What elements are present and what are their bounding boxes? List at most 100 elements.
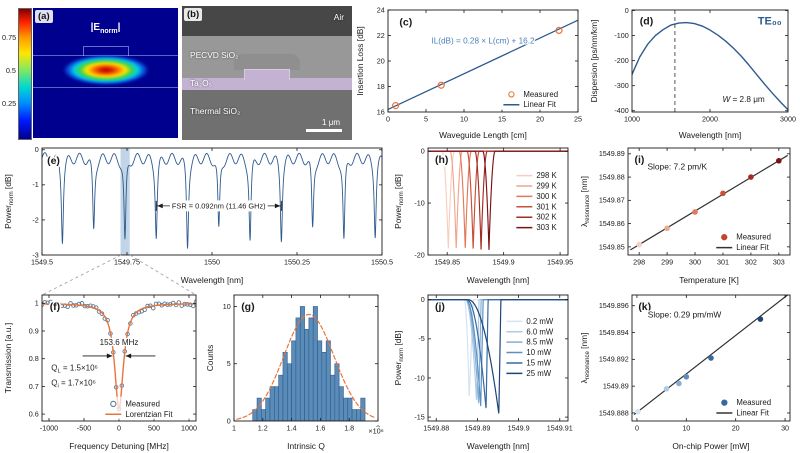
svg-text:300: 300 <box>689 257 701 266</box>
svg-text:Counts: Counts <box>205 345 215 372</box>
svg-text:1549.89: 1549.89 <box>599 149 625 158</box>
svg-text:-5: -5 <box>418 334 424 343</box>
intrinsic-q-histogram: 1 1.2 1.4 1.6 1.8 2 0 5 10 Intrinsic Q Counts (g) ×1… <box>205 294 385 451</box>
colorbar-tick: 0.5 <box>5 66 16 75</box>
svg-text:0: 0 <box>35 145 39 154</box>
power-resonance-chart: 1549.88 1549.89 1549.9 1549.91 0 -5 -10 -15 Wave… <box>393 294 573 451</box>
svg-text:10: 10 <box>460 114 468 123</box>
svg-text:153.6 MHz: 153.6 MHz <box>100 338 139 347</box>
ta2o5-label: Ta₂O₅ <box>190 78 212 88</box>
lorentzian-fit-chart: -1000 -500 0 500 1000 0.6 0.7 0.8 0.9 1 Frequency … <box>3 294 197 451</box>
svg-text:1549.9: 1549.9 <box>508 423 530 432</box>
pecvd-label: PECVD SiO₂ <box>190 50 239 60</box>
svg-text:Lorentzian Fit: Lorentzian Fit <box>125 410 173 419</box>
svg-text:Measured: Measured <box>523 90 558 99</box>
svg-text:1549.892: 1549.892 <box>599 355 629 364</box>
svg-text:Insertion Loss [dB]: Insertion Loss [dB] <box>355 26 365 95</box>
svg-text:10: 10 <box>223 302 231 311</box>
svg-text:(h): (h) <box>435 154 448 166</box>
svg-text:1549.896: 1549.896 <box>599 301 629 310</box>
svg-text:Waveguide Length [cm]: Waveguide Length [cm] <box>439 130 527 140</box>
svg-text:0.9: 0.9 <box>29 326 39 335</box>
svg-text:16: 16 <box>377 107 385 116</box>
svg-text:0.2 mW: 0.2 mW <box>526 317 553 326</box>
wavelength-vs-power-chart: 0 10 20 30 1549.888 1549.89 1549.892 1549.894 15… <box>579 294 791 451</box>
svg-text:0: 0 <box>386 114 390 123</box>
svg-text:-100: -100 <box>614 31 628 40</box>
mode-profile-panel: 0.75 0.5 0.25 |Enorm| (a) <box>2 6 178 140</box>
svg-text:25: 25 <box>574 114 582 123</box>
svg-text:302: 302 <box>745 257 757 266</box>
svg-text:25 mW: 25 mW <box>526 369 551 378</box>
svg-text:Wavelength [nm]: Wavelength [nm] <box>467 275 530 285</box>
svg-text:(g): (g) <box>241 301 254 313</box>
svg-text:15: 15 <box>498 114 506 123</box>
wavelength-vs-temperature-chart: 298 299 300 301 302 303 1549.85 1549.86 1549.87 1… <box>579 147 791 285</box>
svg-text:λresonance [nm]: λresonance [nm] <box>579 333 591 384</box>
svg-text:0: 0 <box>421 147 425 156</box>
svg-text:5: 5 <box>424 114 428 123</box>
thermal-oxide-label: Thermal SiO₂ <box>190 106 241 116</box>
svg-text:2: 2 <box>376 423 380 432</box>
svg-text:Measured: Measured <box>736 233 771 242</box>
svg-text:20: 20 <box>536 114 544 123</box>
svg-text:1549.894: 1549.894 <box>599 328 629 337</box>
svg-text:-200: -200 <box>614 56 628 65</box>
svg-text:0: 0 <box>227 416 231 425</box>
waveguide-core-outline <box>82 46 129 56</box>
svg-text:301 K: 301 K <box>536 202 557 211</box>
svg-text:22: 22 <box>377 31 385 40</box>
svg-text:1550.5: 1550.5 <box>371 257 393 266</box>
insertion-loss-chart: 0 5 10 15 20 25 16 18 20 22 24 Waveguide Length [cm… <box>355 5 582 140</box>
svg-text:-15: -15 <box>414 412 424 421</box>
temperature-resonance-chart: 1549.85 1549.9 1549.95 0 -10 -20 Wavelength [n… <box>393 147 573 285</box>
svg-text:Transmission [a.u.]: Transmission [a.u.] <box>3 323 13 393</box>
air-label: Air <box>333 12 344 22</box>
svg-text:300 K: 300 K <box>536 192 557 201</box>
panel-b-label: (b) <box>184 8 203 21</box>
svg-text:1549.89: 1549.89 <box>464 423 490 432</box>
svg-text:Powernorm [dB]: Powernorm [dB] <box>3 174 15 229</box>
svg-text:FSR = 0.092nm (11.46 GHz): FSR = 0.092nm (11.46 GHz) <box>172 201 266 210</box>
svg-text:500: 500 <box>148 423 160 432</box>
svg-text:Frequency Detuning [MHz]: Frequency Detuning [MHz] <box>69 441 169 451</box>
svg-text:-1000: -1000 <box>40 423 58 432</box>
svg-text:5: 5 <box>227 359 231 368</box>
svg-text:×10⁶: ×10⁶ <box>368 427 383 436</box>
svg-text:15 mW: 15 mW <box>526 358 551 367</box>
svg-text:Slope: 7.2 pm/K: Slope: 7.2 pm/K <box>647 161 707 171</box>
svg-text:1549.9: 1549.9 <box>493 257 515 266</box>
svg-text:0: 0 <box>635 423 639 432</box>
svg-text:Dispersion [ps/nm/km]: Dispersion [ps/nm/km] <box>589 20 599 103</box>
air-layer <box>182 6 352 36</box>
colorbar <box>18 8 32 140</box>
svg-text:Measured: Measured <box>125 399 160 408</box>
svg-text:1549.88: 1549.88 <box>599 172 625 181</box>
svg-text:(i): (i) <box>634 154 644 166</box>
svg-text:-10: -10 <box>414 373 424 382</box>
svg-text:-300: -300 <box>614 81 628 90</box>
svg-text:Measured: Measured <box>736 398 771 407</box>
colorbar-tick: 0.75 <box>2 33 17 42</box>
svg-text:20: 20 <box>732 423 740 432</box>
svg-text:1549.87: 1549.87 <box>599 196 625 205</box>
svg-text:Linear Fit: Linear Fit <box>736 409 769 418</box>
svg-text:0: 0 <box>117 423 121 432</box>
sem-panel: Air PECVD SiO₂ Ta₂O₅ Thermal SiO₂ 1 μm (… <box>182 6 352 140</box>
svg-text:1549.89: 1549.89 <box>603 382 629 391</box>
svg-text:(c): (c) <box>399 16 412 28</box>
svg-text:(e): (e) <box>47 155 60 167</box>
svg-text:1549.85: 1549.85 <box>599 242 625 251</box>
svg-text:Powernorm [dB]: Powernorm [dB] <box>393 331 405 386</box>
svg-text:1: 1 <box>232 423 236 432</box>
svg-text:(f): (f) <box>50 301 61 313</box>
svg-text:1.4: 1.4 <box>287 423 297 432</box>
svg-text:Intrinsic Q: Intrinsic Q <box>287 441 325 451</box>
svg-text:0: 0 <box>421 295 425 304</box>
svg-text:10: 10 <box>682 423 690 432</box>
scale-bar-label: 1 μm <box>322 118 340 127</box>
svg-text:Temperature [K]: Temperature [K] <box>679 275 739 285</box>
svg-text:Qi = 1.7×10⁶: Qi = 1.7×10⁶ <box>51 379 96 390</box>
svg-text:Linear Fit: Linear Fit <box>523 100 556 109</box>
svg-text:1549.86: 1549.86 <box>599 219 625 228</box>
